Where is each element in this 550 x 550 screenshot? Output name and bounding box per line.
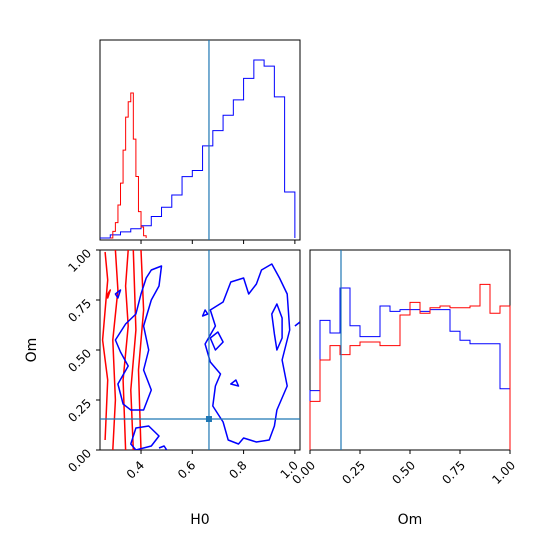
- om-tick-label: 0.50: [65, 346, 94, 375]
- h0-hist-series-b: [110, 92, 147, 239]
- contour-series-a-outer: [204, 263, 291, 445]
- h0-histogram-frame: [99, 39, 301, 241]
- om-histogram-panel: 0.00 0.25 0.50 0.75 1.00: [289, 249, 518, 487]
- contour-series-a-island: [230, 379, 240, 387]
- contour-series-a-bottom: [130, 425, 160, 450]
- contour-series-a-inner: [271, 303, 283, 351]
- h0-om-contour-panel: 0.4 0.6 0.8 1.00.000.250.500.751.00: [65, 246, 301, 481]
- h0-tick-label: 0.4: [124, 458, 147, 481]
- om-tick-label: 1.00: [65, 246, 94, 275]
- h0-histogram-bars: [100, 40, 296, 240]
- om-hist-tick-label: 0.25: [339, 458, 368, 487]
- h0-tick-label: 0.8: [226, 458, 249, 481]
- y-axis-label-om: Om: [24, 338, 40, 363]
- contour-series-b-line: [112, 250, 119, 450]
- contour-ticks: 0.4 0.6 0.8 1.00.000.250.500.751.00: [65, 246, 301, 481]
- contour-series-b-line: [122, 250, 129, 450]
- om-tick-label: 0.75: [65, 296, 94, 325]
- om-hist-tick-label: 1.00: [489, 458, 518, 487]
- contour-series-a-island: [158, 445, 168, 450]
- contour-frame: [99, 249, 301, 451]
- om-hist-tick-label: 0.50: [389, 458, 418, 487]
- om-tick-label: 0.25: [65, 396, 94, 425]
- contour-series-a-edge: [294, 321, 300, 327]
- contour-series-b-line: [137, 250, 145, 450]
- x-axis-label-om: Om: [398, 512, 423, 528]
- om-histogram-bars: [309, 250, 511, 450]
- contour-lines: [100, 250, 300, 450]
- contour-series-a-left: [114, 265, 163, 411]
- contour-series-b-line: [130, 250, 137, 450]
- contour-series-b-small: [106, 289, 112, 299]
- truth-marker: [205, 416, 212, 422]
- om-histogram-ticks: 0.00 0.25 0.50 0.75 1.00: [289, 450, 518, 487]
- om-tick-label: 0.00: [65, 446, 94, 475]
- h0-hist-series-a: [100, 59, 296, 239]
- contour-series-a-island: [114, 289, 122, 299]
- contour-series-a-island: [201, 309, 209, 317]
- h0-tick-label: 0.6: [175, 458, 198, 481]
- om-hist-series-a: [309, 287, 511, 450]
- om-hist-series-b: [309, 283, 511, 450]
- om-hist-tick-label: 0.75: [439, 458, 468, 487]
- contour-series-b-line: [101, 251, 109, 441]
- contour-series-a-island: [209, 331, 224, 351]
- x-axis-label-h0: H0: [190, 512, 209, 528]
- h0-histogram-panel: [99, 39, 301, 244]
- h0-histogram-ticks: [140, 240, 296, 244]
